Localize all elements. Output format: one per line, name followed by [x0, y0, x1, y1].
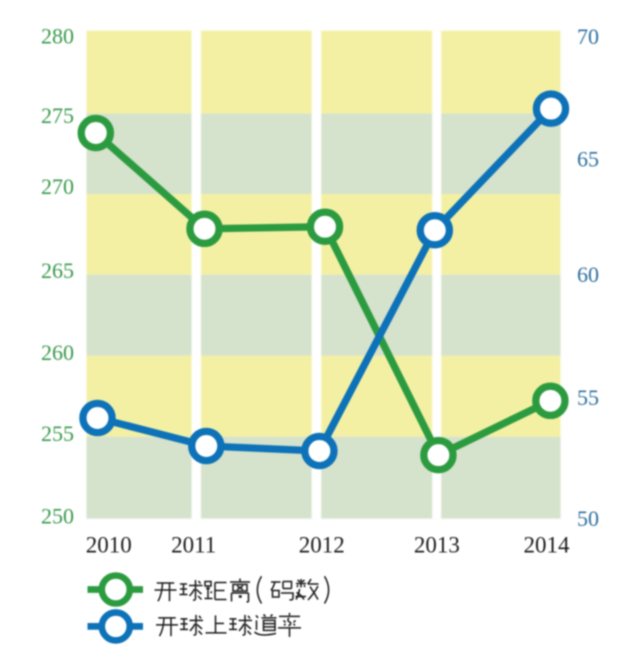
svg-text:260: 260	[41, 340, 74, 365]
svg-text:2014: 2014	[524, 533, 571, 558]
svg-text:2010: 2010	[86, 533, 132, 558]
svg-text:265: 265	[41, 258, 74, 283]
svg-text:65: 65	[577, 146, 599, 171]
svg-text:2011: 2011	[171, 533, 216, 558]
svg-text:55: 55	[577, 385, 599, 410]
svg-text:2013: 2013	[414, 533, 460, 558]
svg-text:60: 60	[577, 262, 599, 287]
svg-text:270: 270	[41, 174, 74, 199]
svg-text:280: 280	[41, 24, 74, 49]
svg-text:50: 50	[577, 506, 599, 531]
svg-text:2012: 2012	[299, 533, 345, 558]
svg-text:275: 275	[41, 103, 74, 128]
svg-text:70: 70	[577, 24, 599, 49]
svg-text:255: 255	[41, 421, 74, 446]
svg-text:250: 250	[41, 504, 74, 529]
